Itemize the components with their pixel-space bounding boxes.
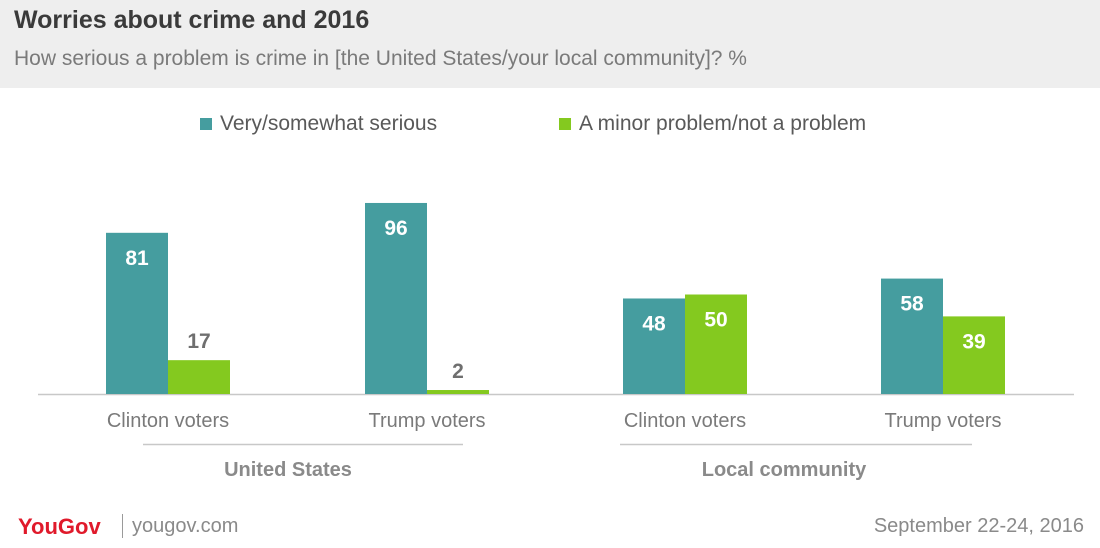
data-label: 39 — [962, 330, 985, 353]
yougov-logo: YouGov — [18, 514, 101, 539]
data-label: 17 — [187, 330, 210, 353]
category-label: Trump voters — [368, 410, 485, 432]
bar-us-trump-minor — [427, 390, 489, 394]
bar-local-trump-serious — [881, 278, 943, 394]
footer-separator — [122, 514, 123, 538]
chart-subtitle: How serious a problem is crime in [the U… — [14, 47, 747, 70]
data-label: 96 — [384, 217, 407, 240]
data-label: 50 — [704, 309, 727, 332]
legend-swatch-minor — [559, 118, 571, 130]
footer-site[interactable]: yougov.com — [132, 515, 239, 537]
data-label: 58 — [900, 293, 924, 316]
legend-swatch-serious — [200, 118, 212, 130]
chart-title: Worries about crime and 2016 — [14, 6, 370, 34]
group-label: Local community — [702, 459, 867, 481]
bar-local-trump-minor — [943, 316, 1005, 394]
legend-label-serious: Very/somewhat serious — [220, 112, 438, 135]
bar-local-clinton-serious — [623, 298, 685, 394]
data-label: 81 — [125, 247, 149, 270]
footer-date: September 22-24, 2016 — [873, 515, 1084, 537]
category-label: Clinton voters — [624, 410, 746, 432]
legend-item-minor: A minor problem/not a problem — [559, 112, 866, 136]
category-label: Clinton voters — [107, 410, 229, 432]
data-label: 48 — [642, 312, 666, 335]
data-label: 2 — [452, 360, 464, 383]
bar-us-clinton-minor — [168, 360, 230, 394]
bar-us-clinton-serious — [106, 232, 168, 394]
legend-label-minor: A minor problem/not a problem — [579, 112, 867, 135]
chart-legend: Very/somewhat serious A minor problem/no… — [0, 112, 1100, 140]
chart-header: Worries about crime and 2016 How serious… — [0, 0, 1100, 88]
bar-us-trump-serious — [365, 202, 427, 394]
category-label: Trump voters — [884, 410, 1001, 432]
group-label: United States — [224, 459, 352, 481]
legend-item-serious: Very/somewhat serious — [200, 112, 437, 136]
bar-local-clinton-minor — [685, 294, 747, 394]
